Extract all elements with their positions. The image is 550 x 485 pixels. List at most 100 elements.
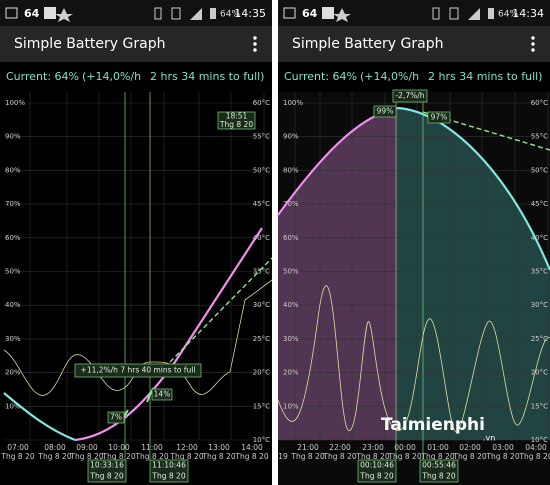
left-axis-label: 90% <box>283 133 299 141</box>
left-axis-label: 80% <box>283 166 299 174</box>
x-time-label: 12:00 <box>176 443 198 452</box>
annotation-box <box>427 111 451 124</box>
x-date-label: Thg 8 20 <box>518 452 550 461</box>
right-axis-label: 45°C <box>253 200 270 208</box>
left-axis-label: 80% <box>5 166 21 174</box>
x-time-label: 11:00 <box>141 443 163 452</box>
right-axis-label: 55°C <box>253 133 270 141</box>
x-time-label: 03:00 <box>492 443 514 452</box>
left-axis-label: 10% <box>283 402 299 410</box>
menu-icon[interactable] <box>253 36 257 40</box>
annotation-text: 7% <box>110 413 122 422</box>
app-title: Simple Battery Graph <box>14 36 165 52</box>
status-battery: 64% <box>498 10 518 20</box>
x-date-label: Thg 8 20 <box>101 452 135 461</box>
x-date-label: Thg 8 20 <box>355 452 389 461</box>
left-axis-label: 60% <box>5 234 21 242</box>
temperature-line <box>3 279 273 396</box>
right-axis-label: 40°C <box>531 234 548 242</box>
right-axis-label: 30°C <box>253 301 270 309</box>
menu-icon[interactable] <box>531 36 535 40</box>
x-time-label: 08:00 <box>44 443 66 452</box>
annotation-box <box>419 459 459 483</box>
annotation-box <box>151 388 173 401</box>
x-date-label: Thg 8 20 <box>322 452 356 461</box>
annotation-box <box>357 459 397 483</box>
x-date-label: Thg 8 20 <box>485 452 519 461</box>
right-axis-label: 40°C <box>253 234 270 242</box>
annotation-text: Thg 8 20 <box>359 472 393 481</box>
phone-screen: 64 64%14:35 Simple Battery Graph Current: 6… <box>0 0 273 485</box>
status-icon <box>44 7 56 19</box>
watermark: .vn <box>483 434 495 443</box>
x-time-label: 00:00 <box>394 443 416 452</box>
right-axis-label: 10°C <box>253 436 270 444</box>
right-axis-label: 50°C <box>531 166 548 174</box>
menu-icon[interactable] <box>531 42 535 46</box>
left-axis-label: 50% <box>283 268 299 276</box>
current-info: 2 hrs 34 mins to full) <box>150 70 264 83</box>
status-icon <box>210 8 216 19</box>
status-icon <box>449 7 459 20</box>
left-axis-label: 50% <box>5 268 21 276</box>
status-icon <box>333 8 351 22</box>
annotation-box <box>74 363 202 378</box>
status-icon <box>190 8 202 20</box>
menu-icon[interactable] <box>253 42 257 46</box>
right-axis-label: 20°C <box>531 369 548 377</box>
x-time-label: 14:00 <box>241 443 263 452</box>
annotation-box <box>149 459 189 483</box>
current-info: (+14,0%/h <box>360 70 419 83</box>
annotation-text: 10:33:16 <box>90 461 124 470</box>
left-axis-label: 100% <box>283 99 303 107</box>
annotation-text: Thg 8 20 <box>219 120 253 129</box>
x-time-label: 21:00 <box>297 443 319 452</box>
app-bar <box>0 26 272 62</box>
status-icon <box>283 7 296 19</box>
right-axis-label: 45°C <box>531 200 548 208</box>
current-info: Current: 64% <box>284 70 357 83</box>
menu-icon[interactable] <box>253 48 257 52</box>
status-signal: 64 <box>24 7 40 20</box>
right-axis-label: 15°C <box>531 402 548 410</box>
x-date-label: Thg 8 20 <box>452 452 486 461</box>
x-time-label: 13:00 <box>208 443 230 452</box>
right-axis-label: 50°C <box>253 166 270 174</box>
status-icon <box>5 7 18 19</box>
battery-line <box>3 392 76 442</box>
annotation-text: Thg 8 20 <box>89 472 123 481</box>
annotation-text: 18:51 <box>226 111 248 120</box>
x-time-label: 01:00 <box>427 443 449 452</box>
left-axis-label: 70% <box>5 200 21 208</box>
app-title: Simple Battery Graph <box>292 36 443 52</box>
right-axis-label: 10°C <box>531 436 548 444</box>
app-bar <box>278 26 550 62</box>
left-axis-label: 30% <box>283 335 299 343</box>
annotation-text: +11,2%/h 7 hrs 40 mins to full <box>81 366 196 375</box>
left-axis-label: 90% <box>5 133 21 141</box>
annotation-text: -2,7%/h <box>395 91 424 100</box>
menu-icon[interactable] <box>531 48 535 52</box>
x-date-label: Thg 8 20 <box>0 452 34 461</box>
annotation-text: Thg 8 20 <box>151 472 185 481</box>
right-axis-label: 35°C <box>253 268 270 276</box>
right-axis-label: 30°C <box>531 301 548 309</box>
right-axis-label: 60°C <box>253 99 270 107</box>
left-axis-label: 60% <box>283 234 299 242</box>
x-date-label: Thg 8 20 <box>37 452 71 461</box>
right-axis-label: 55°C <box>531 133 548 141</box>
right-axis-label: 60°C <box>531 99 548 107</box>
annotation-text: 97% <box>431 113 448 122</box>
projection-line <box>422 111 550 151</box>
left-axis-label: 10% <box>5 402 21 410</box>
x-time-label: 10:00 <box>108 443 130 452</box>
battery-line <box>397 106 550 271</box>
annotation-box <box>217 111 256 130</box>
watermark: Taimienphi <box>381 415 485 435</box>
status-time: 14:34 <box>512 7 544 20</box>
status-battery: 64% <box>220 10 240 20</box>
status-icon <box>55 8 73 22</box>
x-date-label: Thg 8 20 <box>290 452 324 461</box>
x-time-label: 07:00 <box>7 443 29 452</box>
